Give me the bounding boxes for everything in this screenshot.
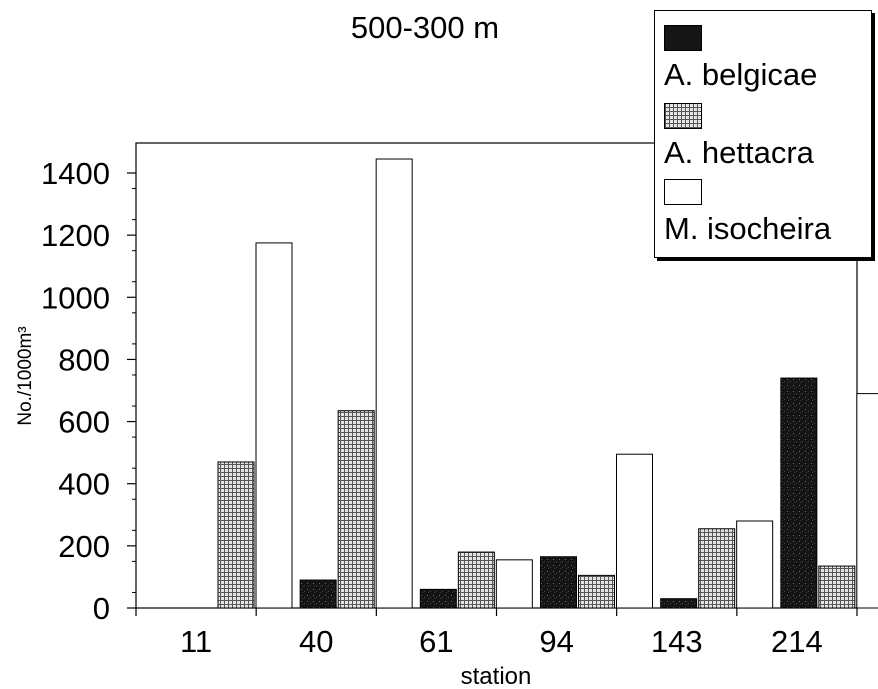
bar-m-isocheira-214 xyxy=(856,393,878,609)
x-tick-label: 214 xyxy=(771,624,823,659)
legend-label-a-belgicae: A. belgicae xyxy=(664,57,818,92)
x-tick-label: 61 xyxy=(419,624,453,659)
legend-item-a-hettacra: A. hettacra xyxy=(664,103,814,171)
y-tick-label: 800 xyxy=(58,342,110,377)
chart-title: 500-300 m xyxy=(351,10,499,45)
bar-a-belgicae-40 xyxy=(299,579,337,609)
y-tick-label: 400 xyxy=(58,467,110,502)
x-axis-label: station xyxy=(461,663,532,689)
y-tick-label: 1200 xyxy=(41,218,110,253)
y-tick-label: 1400 xyxy=(41,156,110,191)
x-tick-label: 40 xyxy=(299,624,333,659)
x-axis: 11 40 61 94 143 214 xyxy=(135,608,858,659)
y-axis-label: No./1000m³ xyxy=(15,326,36,425)
bar-a-belgicae-61 xyxy=(419,588,457,609)
bar-a-hettacra-11 xyxy=(217,461,255,609)
legend-item-a-belgicae: A. belgicae xyxy=(664,25,817,93)
x-tick-label: 11 xyxy=(180,624,212,659)
y-tick-label: 200 xyxy=(58,529,110,564)
legend: A. belgicae A. hettacra M. isocheira xyxy=(654,10,872,258)
bars xyxy=(217,158,878,609)
bar-a-hettacra-143 xyxy=(698,528,736,609)
bar-a-belgicae-143 xyxy=(660,598,698,609)
legend-label-m-isocheira: M. isocheira xyxy=(664,211,832,246)
legend-swatch-a-belgicae xyxy=(664,25,702,51)
bar-a-hettacra-94 xyxy=(578,574,615,609)
bar-m-isocheira-11 xyxy=(255,242,293,609)
legend-swatch-a-hettacra xyxy=(664,103,702,129)
bar-m-isocheira-61 xyxy=(495,559,533,609)
legend-swatch-m-isocheira xyxy=(664,179,702,205)
bar-a-hettacra-40 xyxy=(337,410,375,609)
bar-a-belgicae-214 xyxy=(780,377,818,609)
legend-label-a-hettacra: A. hettacra xyxy=(664,135,814,170)
bar-m-isocheira-143 xyxy=(736,520,774,609)
bar-a-hettacra-61 xyxy=(457,551,495,609)
y-tick-label: 0 xyxy=(93,591,110,626)
y-tick-label: 1000 xyxy=(41,280,110,315)
y-tick-label: 600 xyxy=(58,405,110,440)
bar-a-hettacra-214 xyxy=(818,565,856,609)
bar-m-isocheira-40 xyxy=(375,158,413,609)
x-tick-label: 143 xyxy=(651,624,703,659)
x-tick-label: 94 xyxy=(539,624,573,659)
y-axis: 0 200 400 600 800 1000 1200 1400 xyxy=(41,156,136,626)
legend-item-m-isocheira: M. isocheira xyxy=(664,179,831,247)
bar-a-belgicae-94 xyxy=(540,556,577,609)
bar-m-isocheira-94 xyxy=(616,453,653,609)
